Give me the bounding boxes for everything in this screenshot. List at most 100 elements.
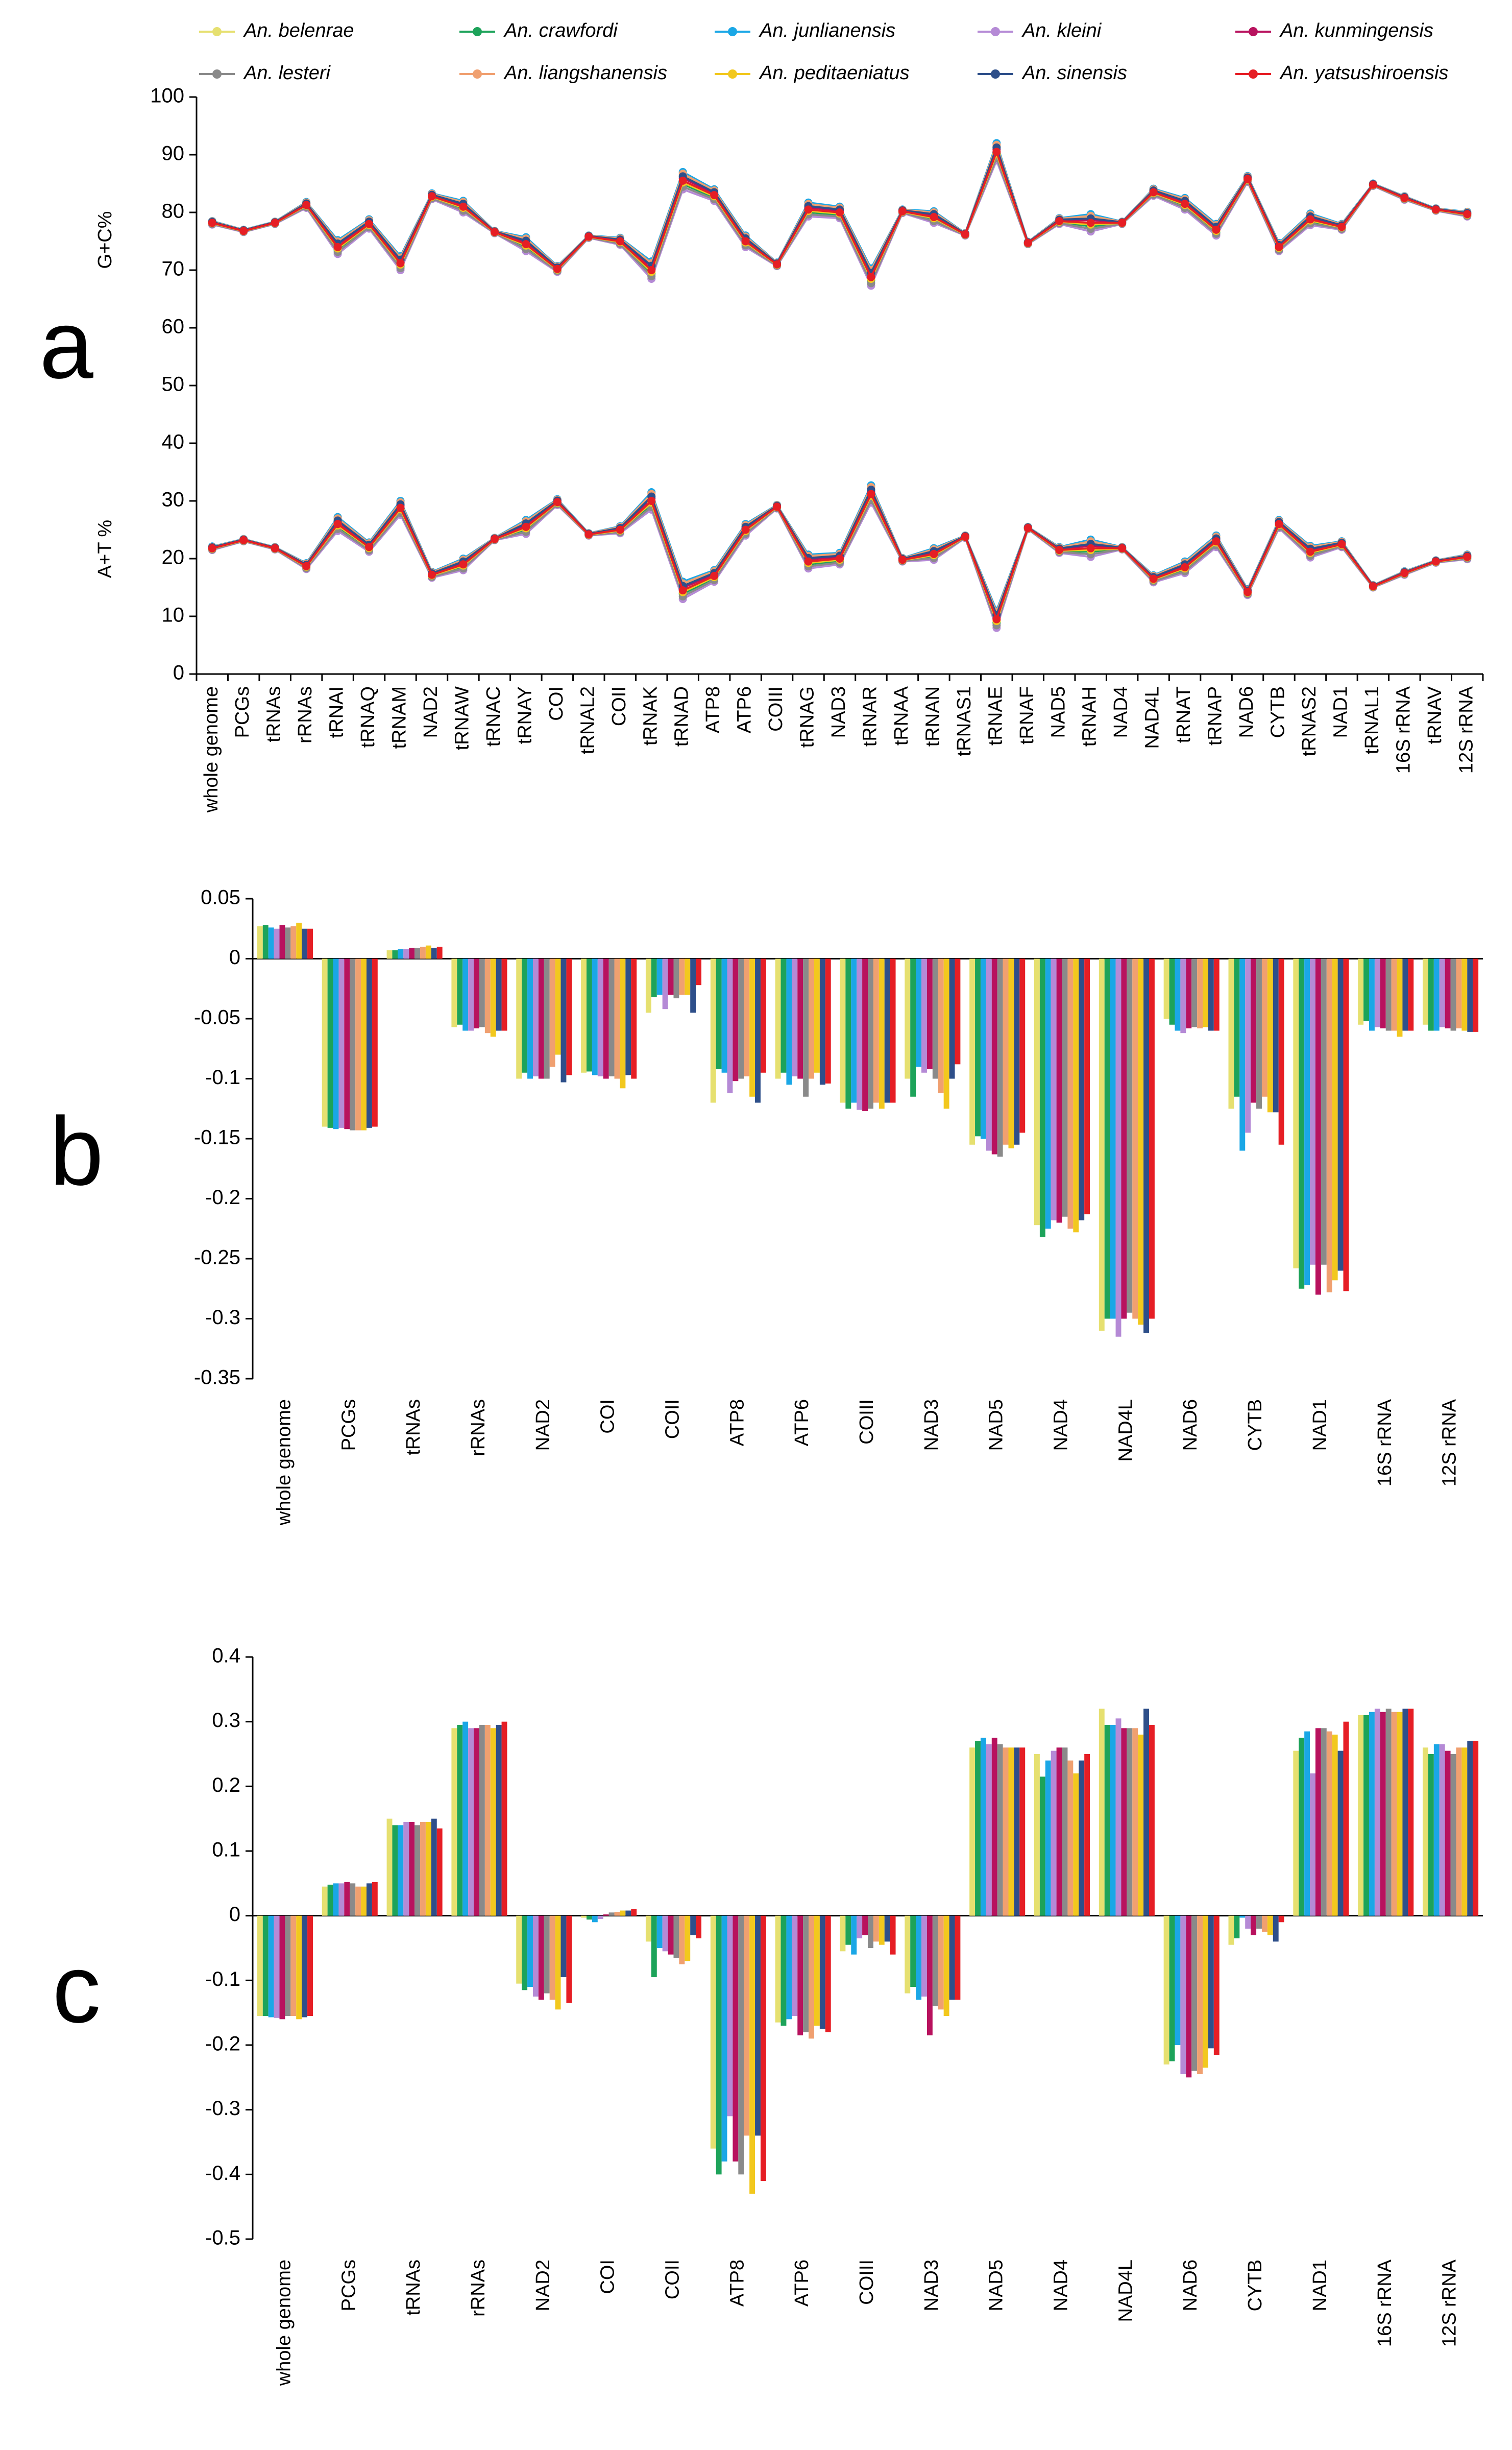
bar <box>544 958 550 1079</box>
panel-label-b: b <box>50 1097 104 1206</box>
bar <box>1208 958 1214 1031</box>
bar <box>1402 1709 1408 1916</box>
gc-point <box>553 265 562 273</box>
x-tick-label: NAD1 <box>1330 686 1351 738</box>
bar <box>1245 1915 1251 1929</box>
x-tick-label: NAD4 <box>1051 2260 1072 2311</box>
bar <box>338 1883 345 1916</box>
bar <box>1143 1709 1150 1916</box>
bar <box>1456 958 1462 1028</box>
bar <box>436 947 443 959</box>
bar <box>1014 1747 1020 1916</box>
bar <box>527 958 533 1079</box>
bar <box>1067 958 1074 1229</box>
bar <box>392 950 398 959</box>
bar <box>1067 1760 1074 1916</box>
x-tick-label: tRNAE <box>985 686 1006 746</box>
bar <box>809 958 814 1079</box>
y-tick-label: -0.3 <box>205 1306 240 1329</box>
y-label-at: A+T % <box>94 520 116 578</box>
bar <box>1045 958 1051 1229</box>
bar <box>484 1725 491 1916</box>
bar <box>879 1915 885 1945</box>
bar <box>372 1882 378 1916</box>
bar <box>873 1915 879 1942</box>
y-tick-label: 0 <box>173 662 184 684</box>
bar <box>1423 958 1428 1025</box>
bar <box>1304 958 1310 1285</box>
gc-point <box>208 219 216 227</box>
at-point <box>1400 569 1409 578</box>
bar <box>1261 1915 1267 1932</box>
bar <box>322 1886 328 1916</box>
bar <box>727 958 733 1093</box>
bar <box>792 958 798 1076</box>
bar <box>581 1915 587 1918</box>
bar <box>1045 1760 1051 1916</box>
gc-point <box>961 230 969 238</box>
at-point <box>522 522 530 531</box>
x-tick-label: 12S rRNA <box>1455 686 1477 774</box>
bar <box>1332 958 1338 1281</box>
bar <box>625 1910 631 1916</box>
bar <box>1051 1750 1057 1916</box>
bar <box>1099 958 1105 1331</box>
bar <box>755 1915 761 2136</box>
bar <box>910 958 916 1097</box>
bar <box>809 1915 814 2039</box>
y-tick-label: -0.5 <box>205 2227 240 2249</box>
bar <box>431 1818 437 1916</box>
bar <box>1267 1915 1273 1935</box>
bar <box>1310 1773 1315 1916</box>
x-tick-label: COII <box>608 686 630 726</box>
bar <box>1428 1754 1434 1916</box>
bar <box>825 1915 831 2032</box>
gc-point <box>333 243 342 251</box>
bar <box>538 1915 544 2000</box>
bar <box>685 958 691 995</box>
bar <box>392 1825 398 1916</box>
gc-point <box>302 201 311 209</box>
bar <box>721 1915 727 2161</box>
bar <box>1456 1747 1462 1916</box>
bar <box>581 958 587 1073</box>
bar <box>733 958 739 1082</box>
y-tick-label: -0.05 <box>194 1006 240 1029</box>
x-tick-label: NAD5 <box>1047 686 1069 738</box>
at-point <box>208 544 216 553</box>
bar <box>1299 1738 1305 1916</box>
x-tick-label: tRNAG <box>797 686 818 748</box>
y-tick-label: 100 <box>150 85 184 107</box>
x-tick-label: 12S rRNA <box>1439 1399 1460 1486</box>
gc-point <box>522 240 530 249</box>
bar <box>949 1915 955 2000</box>
bar <box>614 1912 620 1916</box>
bar <box>1099 1709 1105 1916</box>
bar <box>1299 958 1305 1289</box>
bar <box>1293 958 1299 1268</box>
bar <box>1003 1747 1009 1916</box>
at-point <box>271 544 279 553</box>
x-tick-label: rRNAs <box>468 1399 489 1456</box>
at-point <box>302 562 311 570</box>
bar <box>522 1915 528 1990</box>
bar <box>986 958 992 1151</box>
bar <box>457 958 463 1025</box>
at-point <box>616 525 624 534</box>
at-point <box>1275 520 1283 529</box>
x-tick-label: tRNAs <box>403 2260 424 2316</box>
gc-point <box>804 205 813 214</box>
bar <box>905 958 911 1079</box>
bar <box>398 949 404 959</box>
bar <box>949 958 955 1079</box>
bar <box>884 958 890 1103</box>
bar <box>268 927 274 959</box>
bar <box>1397 958 1403 1037</box>
y-tick-label: -0.35 <box>194 1366 240 1389</box>
bar <box>1039 958 1045 1237</box>
bar <box>656 958 663 995</box>
bar <box>803 1915 809 2032</box>
bar <box>302 1915 308 2017</box>
bar <box>991 958 997 1155</box>
at-point <box>647 497 656 505</box>
